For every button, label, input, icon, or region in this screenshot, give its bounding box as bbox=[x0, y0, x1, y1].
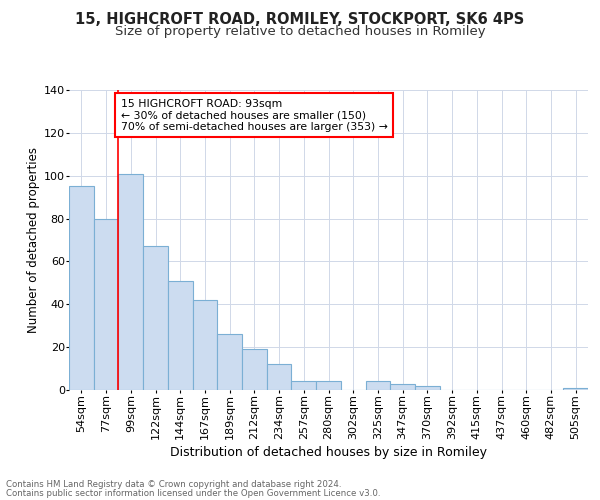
Bar bbox=[415, 386, 440, 390]
Bar bbox=[242, 350, 267, 390]
Text: Size of property relative to detached houses in Romiley: Size of property relative to detached ho… bbox=[115, 25, 485, 38]
Bar bbox=[94, 218, 118, 390]
Bar bbox=[118, 174, 143, 390]
Bar bbox=[193, 300, 217, 390]
X-axis label: Distribution of detached houses by size in Romiley: Distribution of detached houses by size … bbox=[170, 446, 487, 459]
Bar bbox=[267, 364, 292, 390]
Text: Contains HM Land Registry data © Crown copyright and database right 2024.: Contains HM Land Registry data © Crown c… bbox=[6, 480, 341, 489]
Text: 15, HIGHCROFT ROAD, ROMILEY, STOCKPORT, SK6 4PS: 15, HIGHCROFT ROAD, ROMILEY, STOCKPORT, … bbox=[76, 12, 524, 28]
Bar bbox=[292, 382, 316, 390]
Bar bbox=[168, 280, 193, 390]
Bar bbox=[217, 334, 242, 390]
Text: 15 HIGHCROFT ROAD: 93sqm
← 30% of detached houses are smaller (150)
70% of semi-: 15 HIGHCROFT ROAD: 93sqm ← 30% of detach… bbox=[121, 98, 388, 132]
Bar bbox=[69, 186, 94, 390]
Y-axis label: Number of detached properties: Number of detached properties bbox=[26, 147, 40, 333]
Bar bbox=[316, 382, 341, 390]
Bar bbox=[365, 382, 390, 390]
Bar bbox=[143, 246, 168, 390]
Text: Contains public sector information licensed under the Open Government Licence v3: Contains public sector information licen… bbox=[6, 489, 380, 498]
Bar bbox=[563, 388, 588, 390]
Bar bbox=[390, 384, 415, 390]
